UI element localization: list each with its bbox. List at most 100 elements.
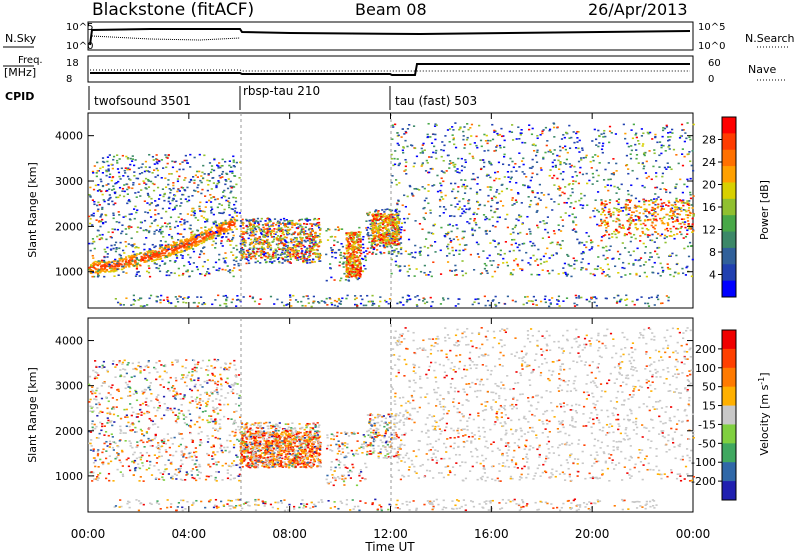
data-cell (490, 197, 494, 200)
data-cell (266, 217, 269, 220)
data-cell (217, 294, 220, 297)
data-cell (409, 185, 412, 188)
data-cell (590, 167, 593, 169)
data-cell (235, 299, 239, 301)
data-cell (160, 244, 164, 246)
data-cell (401, 296, 404, 299)
data-cell (377, 223, 380, 225)
data-cell (644, 210, 647, 213)
data-cell (165, 246, 168, 248)
data-cell (456, 171, 459, 173)
data-cell (324, 302, 327, 304)
data-cell (484, 230, 487, 233)
data-cell (217, 230, 220, 233)
data-cell (593, 215, 596, 218)
data-cell (551, 269, 554, 272)
data-cell (128, 187, 131, 189)
data-cell (514, 242, 518, 245)
data-cell (347, 245, 350, 248)
data-cell (135, 177, 138, 180)
data-cell (207, 228, 211, 231)
data-cell (518, 249, 521, 252)
data-cell (97, 221, 101, 223)
data-cell (399, 237, 402, 240)
data-cell (256, 260, 259, 263)
data-cell (212, 196, 216, 198)
noise-left-tick-high: 10^5 (66, 22, 93, 33)
data-cell (379, 222, 382, 225)
data-cell (165, 225, 168, 228)
data-cell (194, 216, 197, 219)
data-cell (479, 273, 483, 275)
data-cell (249, 243, 253, 245)
data-cell (278, 222, 281, 225)
data-cell (590, 241, 593, 244)
data-cell (159, 252, 162, 255)
data-cell (397, 250, 400, 253)
data-cell (183, 189, 186, 191)
data-cell (196, 240, 199, 243)
data-cell (482, 159, 485, 161)
data-cell (489, 260, 492, 262)
data-cell (243, 241, 246, 244)
data-cell (539, 221, 542, 223)
data-cell (667, 132, 670, 134)
data-cell (545, 144, 548, 147)
data-cell (136, 263, 139, 265)
data-cell (348, 270, 351, 273)
data-cell (599, 267, 602, 269)
data-cell (263, 248, 266, 251)
data-cell (485, 134, 488, 137)
data-cell (426, 162, 429, 164)
data-cell (517, 193, 520, 195)
data-cell (461, 260, 464, 262)
data-cell (406, 294, 409, 297)
data-cell (391, 221, 394, 223)
data-cell (317, 218, 321, 220)
data-cell (645, 160, 648, 163)
data-cell (504, 241, 508, 243)
data-cell (453, 197, 457, 200)
data-cell (277, 225, 281, 227)
data-cell (287, 231, 290, 234)
data-cell (342, 266, 345, 268)
data-cell (440, 177, 443, 180)
data-cell (222, 211, 225, 214)
data-cell (395, 264, 398, 267)
data-cell (307, 297, 310, 300)
data-cell (444, 135, 447, 137)
data-cell (661, 302, 664, 305)
data-cell (630, 184, 633, 187)
data-cell (359, 295, 362, 297)
data-cell (347, 252, 350, 254)
data-cell (606, 184, 609, 186)
data-cell (400, 222, 404, 225)
data-cell (155, 205, 158, 207)
data-cell (235, 183, 238, 186)
data-cell (675, 263, 678, 266)
data-cell (145, 183, 148, 186)
data-cell (387, 228, 390, 231)
data-cell (139, 305, 142, 307)
data-cell (147, 178, 150, 181)
data-cell (405, 131, 408, 134)
data-cell (286, 255, 290, 258)
data-cell (296, 223, 299, 225)
data-cell (311, 236, 315, 238)
data-cell (591, 140, 594, 142)
data-cell (453, 274, 457, 277)
data-cell (384, 244, 387, 246)
data-cell (284, 256, 287, 258)
data-cell (155, 300, 158, 302)
data-cell (586, 204, 589, 207)
data-cell (403, 194, 406, 197)
data-cell (135, 257, 138, 259)
data-cell (403, 229, 406, 232)
data-cell (635, 273, 638, 276)
data-cell (527, 185, 530, 187)
data-cell (574, 200, 577, 203)
data-cell (300, 251, 303, 254)
data-cell (379, 300, 382, 303)
data-cell (217, 181, 221, 184)
data-cell (609, 215, 612, 218)
